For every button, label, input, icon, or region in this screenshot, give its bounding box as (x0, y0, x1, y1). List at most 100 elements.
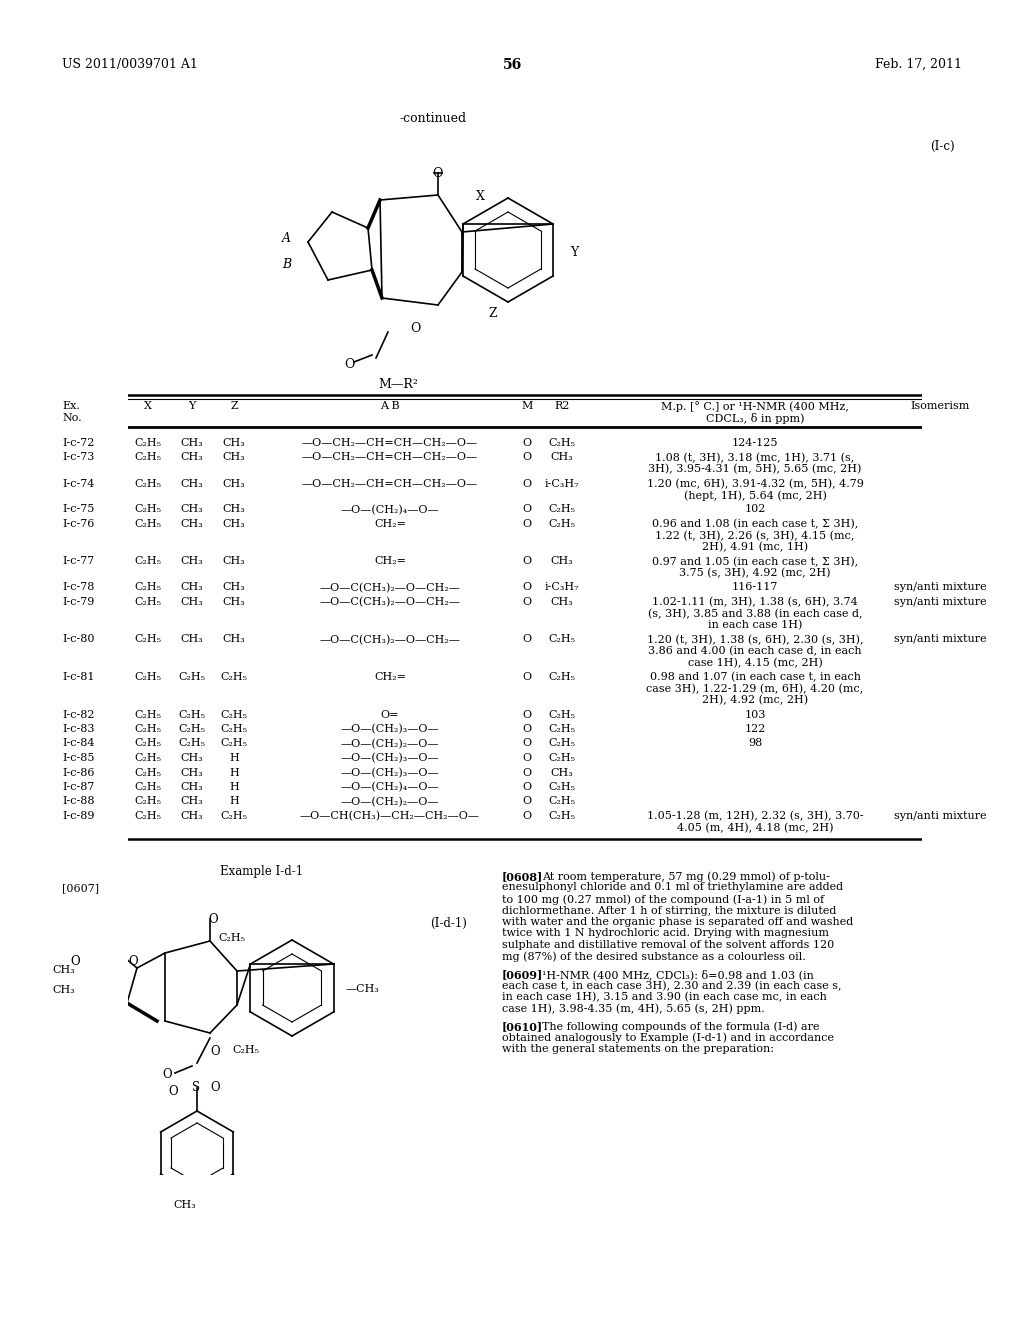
Text: C₂H₅: C₂H₅ (220, 672, 248, 682)
Text: Z: Z (230, 401, 238, 411)
Text: CH₃: CH₃ (222, 453, 246, 462)
Text: each case t, in each case 3H), 2.30 and 2.39 (in each case s,: each case t, in each case 3H), 2.30 and … (502, 981, 842, 991)
Text: C₂H₅: C₂H₅ (220, 810, 248, 821)
Text: CH₃: CH₃ (174, 1200, 197, 1210)
Text: C₂H₅: C₂H₅ (134, 796, 162, 807)
Text: C₂H₅: C₂H₅ (134, 710, 162, 719)
Text: 124-125: 124-125 (732, 438, 778, 447)
Text: —O—CH₂—CH=CH—CH₂—O—: —O—CH₂—CH=CH—CH₂—O— (302, 479, 478, 488)
Text: C₂H₅: C₂H₅ (549, 635, 575, 644)
Text: CH₃: CH₃ (180, 453, 204, 462)
Text: O: O (522, 781, 531, 792)
Text: case 1H), 4.15 (mc, 2H): case 1H), 4.15 (mc, 2H) (688, 657, 822, 668)
Text: i-C₃H₇: i-C₃H₇ (545, 582, 580, 593)
Text: —CH₃: —CH₃ (346, 983, 380, 994)
Text: CH₃: CH₃ (52, 965, 75, 975)
Text: C₂H₅: C₂H₅ (134, 479, 162, 488)
Text: C₂H₅: C₂H₅ (220, 710, 248, 719)
Text: C₂H₅: C₂H₅ (178, 710, 206, 719)
Text: I-c-88: I-c-88 (62, 796, 94, 807)
Text: 122: 122 (744, 723, 766, 734)
Text: CH₃: CH₃ (222, 504, 246, 515)
Text: O: O (162, 1068, 172, 1081)
Text: C₂H₅: C₂H₅ (218, 933, 245, 942)
Text: 0.98 and 1.07 (in each case t, in each: 0.98 and 1.07 (in each case t, in each (649, 672, 860, 682)
Text: O: O (410, 322, 421, 335)
Text: I-c-89: I-c-89 (62, 810, 94, 821)
Text: I-c-81: I-c-81 (62, 672, 94, 682)
Text: Z: Z (488, 308, 497, 319)
Text: O: O (522, 504, 531, 515)
Text: —O—(CH₂)₄—O—: —O—(CH₂)₄—O— (341, 781, 439, 792)
Text: C₂H₅: C₂H₅ (134, 635, 162, 644)
Text: C₂H₅: C₂H₅ (134, 738, 162, 748)
Text: O: O (522, 635, 531, 644)
Text: S: S (193, 1081, 200, 1094)
Text: 0.97 and 1.05 (in each case t, Σ 3H),: 0.97 and 1.05 (in each case t, Σ 3H), (652, 557, 858, 566)
Text: CH₃: CH₃ (180, 557, 204, 566)
Text: 1.22 (t, 3H), 2.26 (s, 3H), 4.15 (mc,: 1.22 (t, 3H), 2.26 (s, 3H), 4.15 (mc, (655, 531, 855, 541)
Text: O=: O= (381, 710, 399, 719)
Text: I-c-74: I-c-74 (62, 479, 94, 488)
Text: I-c-83: I-c-83 (62, 723, 94, 734)
Text: C₂H₅: C₂H₅ (134, 557, 162, 566)
Text: —O—(CH₂)₃—O—: —O—(CH₂)₃—O— (341, 752, 439, 763)
Text: H: H (229, 767, 239, 777)
Text: H: H (229, 781, 239, 792)
Text: CH₃: CH₃ (551, 453, 573, 462)
Text: O: O (522, 710, 531, 719)
Text: 98: 98 (748, 738, 762, 748)
Text: O: O (522, 752, 531, 763)
Text: O: O (210, 1045, 219, 1059)
Text: C₂H₅: C₂H₅ (134, 781, 162, 792)
Text: O: O (522, 810, 531, 821)
Text: C₂H₅: C₂H₅ (134, 438, 162, 447)
Text: with water and the organic phase is separated off and washed: with water and the organic phase is sepa… (502, 917, 853, 927)
Text: syn/anti mixture: syn/anti mixture (894, 597, 986, 607)
Text: I-c-84: I-c-84 (62, 738, 94, 748)
Text: O: O (522, 597, 531, 607)
Text: At room temperature, 57 mg (0.29 mmol) of p-tolu-: At room temperature, 57 mg (0.29 mmol) o… (542, 871, 829, 882)
Text: X: X (144, 401, 152, 411)
Text: CH₃: CH₃ (180, 504, 204, 515)
Text: O: O (522, 582, 531, 593)
Text: I-c-85: I-c-85 (62, 752, 94, 763)
Text: CH₃: CH₃ (180, 767, 204, 777)
Text: CH₃: CH₃ (180, 519, 204, 529)
Text: C₂H₅: C₂H₅ (549, 723, 575, 734)
Text: —O—CH(CH₃)—CH₂—CH₂—O—: —O—CH(CH₃)—CH₂—CH₂—O— (300, 810, 480, 821)
Text: CH₃: CH₃ (180, 752, 204, 763)
Text: C₂H₅: C₂H₅ (134, 582, 162, 593)
Text: C₂H₅: C₂H₅ (549, 519, 575, 529)
Text: [0607]: [0607] (62, 883, 99, 894)
Text: M: M (521, 401, 532, 411)
Text: C₂H₅: C₂H₅ (549, 796, 575, 807)
Text: C₂H₅: C₂H₅ (134, 672, 162, 682)
Text: C₂H₅: C₂H₅ (549, 810, 575, 821)
Text: [0610]: [0610] (502, 1020, 543, 1032)
Text: CH₃: CH₃ (180, 796, 204, 807)
Text: C₂H₅: C₂H₅ (134, 723, 162, 734)
Text: No.: No. (62, 413, 82, 422)
Text: -continued: -continued (400, 112, 467, 125)
Text: C₂H₅: C₂H₅ (178, 738, 206, 748)
Text: enesulphonyl chloride and 0.1 ml of triethylamine are added: enesulphonyl chloride and 0.1 ml of trie… (502, 883, 843, 892)
Text: CH₂=: CH₂= (374, 519, 406, 529)
Text: CH₃: CH₃ (222, 438, 246, 447)
Text: —O—(CH₂)₂—O—: —O—(CH₂)₂—O— (341, 796, 439, 807)
Text: 1.02-1.11 (m, 3H), 1.38 (s, 6H), 3.74: 1.02-1.11 (m, 3H), 1.38 (s, 6H), 3.74 (652, 597, 858, 607)
Text: R2: R2 (554, 401, 569, 411)
Text: in each case 1H): in each case 1H) (708, 620, 802, 631)
Text: CH₃: CH₃ (180, 479, 204, 488)
Text: A B: A B (380, 401, 399, 411)
Text: —O—C(CH₃)₂—O—CH₂—: —O—C(CH₃)₂—O—CH₂— (319, 635, 461, 644)
Text: C₂H₅: C₂H₅ (134, 767, 162, 777)
Text: C₂H₅: C₂H₅ (134, 810, 162, 821)
Text: I-c-78: I-c-78 (62, 582, 94, 593)
Text: with the general statements on the preparation:: with the general statements on the prepa… (502, 1044, 774, 1053)
Text: C₂H₅: C₂H₅ (549, 710, 575, 719)
Text: 56: 56 (503, 58, 521, 73)
Text: (hept, 1H), 5.64 (mc, 2H): (hept, 1H), 5.64 (mc, 2H) (684, 490, 826, 500)
Text: O: O (522, 438, 531, 447)
Text: in each case 1H), 3.15 and 3.90 (in each case mc, in each: in each case 1H), 3.15 and 3.90 (in each… (502, 993, 826, 1002)
